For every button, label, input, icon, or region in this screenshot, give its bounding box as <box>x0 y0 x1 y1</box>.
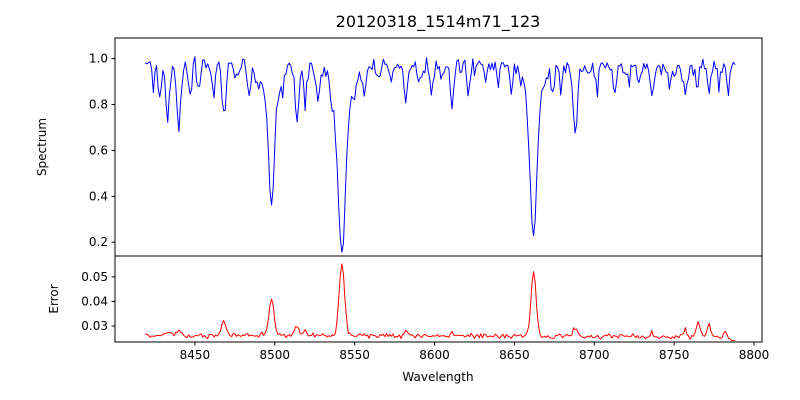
spectrum-axes-border <box>114 37 763 257</box>
y-tick-label: 0.8 <box>89 98 108 112</box>
y-tick-label: 0.2 <box>89 235 108 249</box>
x-tick-label: 8700 <box>579 348 610 362</box>
y-tick-label: 0.03 <box>81 319 108 333</box>
error-axes-border <box>114 255 763 343</box>
x-tick-label: 8450 <box>180 348 211 362</box>
x-tick-label: 8800 <box>739 348 770 362</box>
plot-content <box>144 56 736 342</box>
y-axis-label-spectrum: Spectrum <box>35 118 49 176</box>
spectrum-line <box>144 56 736 253</box>
y-tick-label: 0.05 <box>81 270 108 284</box>
x-tick-label: 8600 <box>419 348 450 362</box>
y-tick-label: 0.04 <box>81 294 108 308</box>
y-tick-label: 0.4 <box>89 189 108 203</box>
axis-ticks: 8450 8500 8550 8600 8650 8700 8750 8800 0.2 0.4 0.… <box>81 52 769 362</box>
x-tick-label: 8750 <box>659 348 690 362</box>
y-axis-label-error: Error <box>47 284 61 313</box>
y-tick-label: 0.6 <box>89 143 108 157</box>
error-line <box>144 263 736 342</box>
x-tick-label: 8550 <box>339 348 370 362</box>
y-tick-label: 1.0 <box>89 52 108 66</box>
x-tick-label: 8500 <box>259 348 290 362</box>
x-tick-label: 8650 <box>499 348 530 362</box>
x-axis-label: Wavelength <box>402 370 473 384</box>
chart-title: 20120318_1514m71_123 <box>336 12 541 32</box>
